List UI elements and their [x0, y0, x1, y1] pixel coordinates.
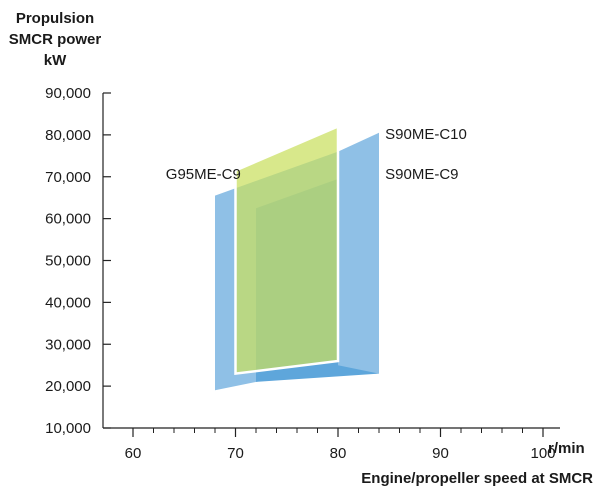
- y-axis-title-line: Propulsion: [15, 10, 95, 27]
- x-axis-unit: r/min: [548, 440, 585, 457]
- y-tick-label: 20,000: [45, 378, 91, 395]
- y-tick-label: 50,000: [45, 253, 91, 270]
- y-axis-title-line: kW: [43, 52, 67, 69]
- series-label: G95ME-C9: [166, 166, 241, 183]
- y-tick-label: 90,000: [45, 85, 91, 102]
- x-tick-label: 100: [530, 445, 555, 462]
- x-tick-label: 80: [330, 445, 347, 462]
- y-tick-label: 70,000: [45, 169, 91, 186]
- series-label: S90ME-C10: [385, 126, 467, 143]
- y-tick-label: 40,000: [45, 294, 91, 311]
- x-tick-label: 90: [432, 445, 449, 462]
- y-axis-title-line: SMCR power: [8, 31, 102, 48]
- x-axis-title: Engine/propeller speed at SMCR: [361, 470, 593, 487]
- series-s90me-c10: [338, 132, 379, 374]
- y-tick-label: 60,000: [45, 211, 91, 228]
- series-overlap-region: [235, 126, 338, 374]
- y-axis-title: Propulsion SMCR power kW: [0, 8, 110, 71]
- x-tick-label: 60: [125, 445, 142, 462]
- series-label: S90ME-C9: [385, 166, 458, 183]
- y-tick-label: 10,000: [45, 420, 91, 437]
- x-tick-label: 70: [227, 445, 244, 462]
- y-tick-label: 80,000: [45, 127, 91, 144]
- overlap-outline: [234, 124, 340, 376]
- y-tick-label: 30,000: [45, 336, 91, 353]
